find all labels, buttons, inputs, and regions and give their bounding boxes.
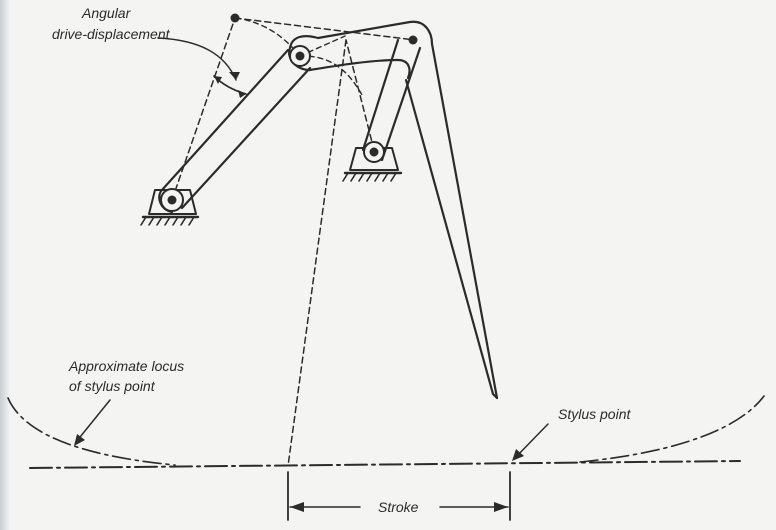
drive-coupler-pivot-pin	[295, 51, 305, 61]
alt-position-drive-arm	[171, 17, 236, 201]
stylus-leg	[404, 42, 499, 400]
alt-stylus-ref	[299, 35, 346, 57]
page-edge-shadow	[0, 0, 10, 530]
stroke-label: Stroke	[378, 499, 419, 515]
baseline	[29, 460, 741, 469]
stroke-arrow-right	[494, 502, 508, 512]
rocker-coupler-pivot-pin	[408, 35, 418, 45]
angular-leader-arrow	[229, 72, 240, 80]
locus-label-line2: of stylus point	[69, 378, 155, 394]
stylus-point-leader	[514, 423, 549, 459]
alt-position-pivot	[230, 13, 240, 23]
locus-curve-right	[579, 395, 765, 463]
right-ground-pivot-pin	[369, 147, 379, 157]
locus-leader	[75, 399, 111, 443]
angular-leader	[157, 37, 237, 81]
stroke-arrow-left	[290, 502, 304, 512]
stylus-point-label: Stylus point	[558, 406, 631, 422]
left-ground-pivot-pin	[167, 195, 177, 205]
rocker-link	[361, 38, 422, 162]
alt-position-stylus-leg	[287, 39, 347, 467]
coupler-link	[288, 20, 434, 80]
angular-label-line1: Angular	[82, 5, 131, 21]
locus-label-line1: Approximate locus	[69, 358, 185, 374]
alt-position-coupler	[234, 17, 416, 41]
angular-label-line2: drive-displacement	[52, 26, 170, 42]
alt-position-rocker	[345, 39, 375, 151]
angular-arc-arrow-a	[214, 76, 222, 84]
angular-arc-arrow-b	[238, 90, 246, 98]
stylus-point-leader-arrow	[512, 449, 524, 461]
locus-curve-left	[7, 397, 176, 466]
locus-leader-arrow	[74, 434, 85, 446]
